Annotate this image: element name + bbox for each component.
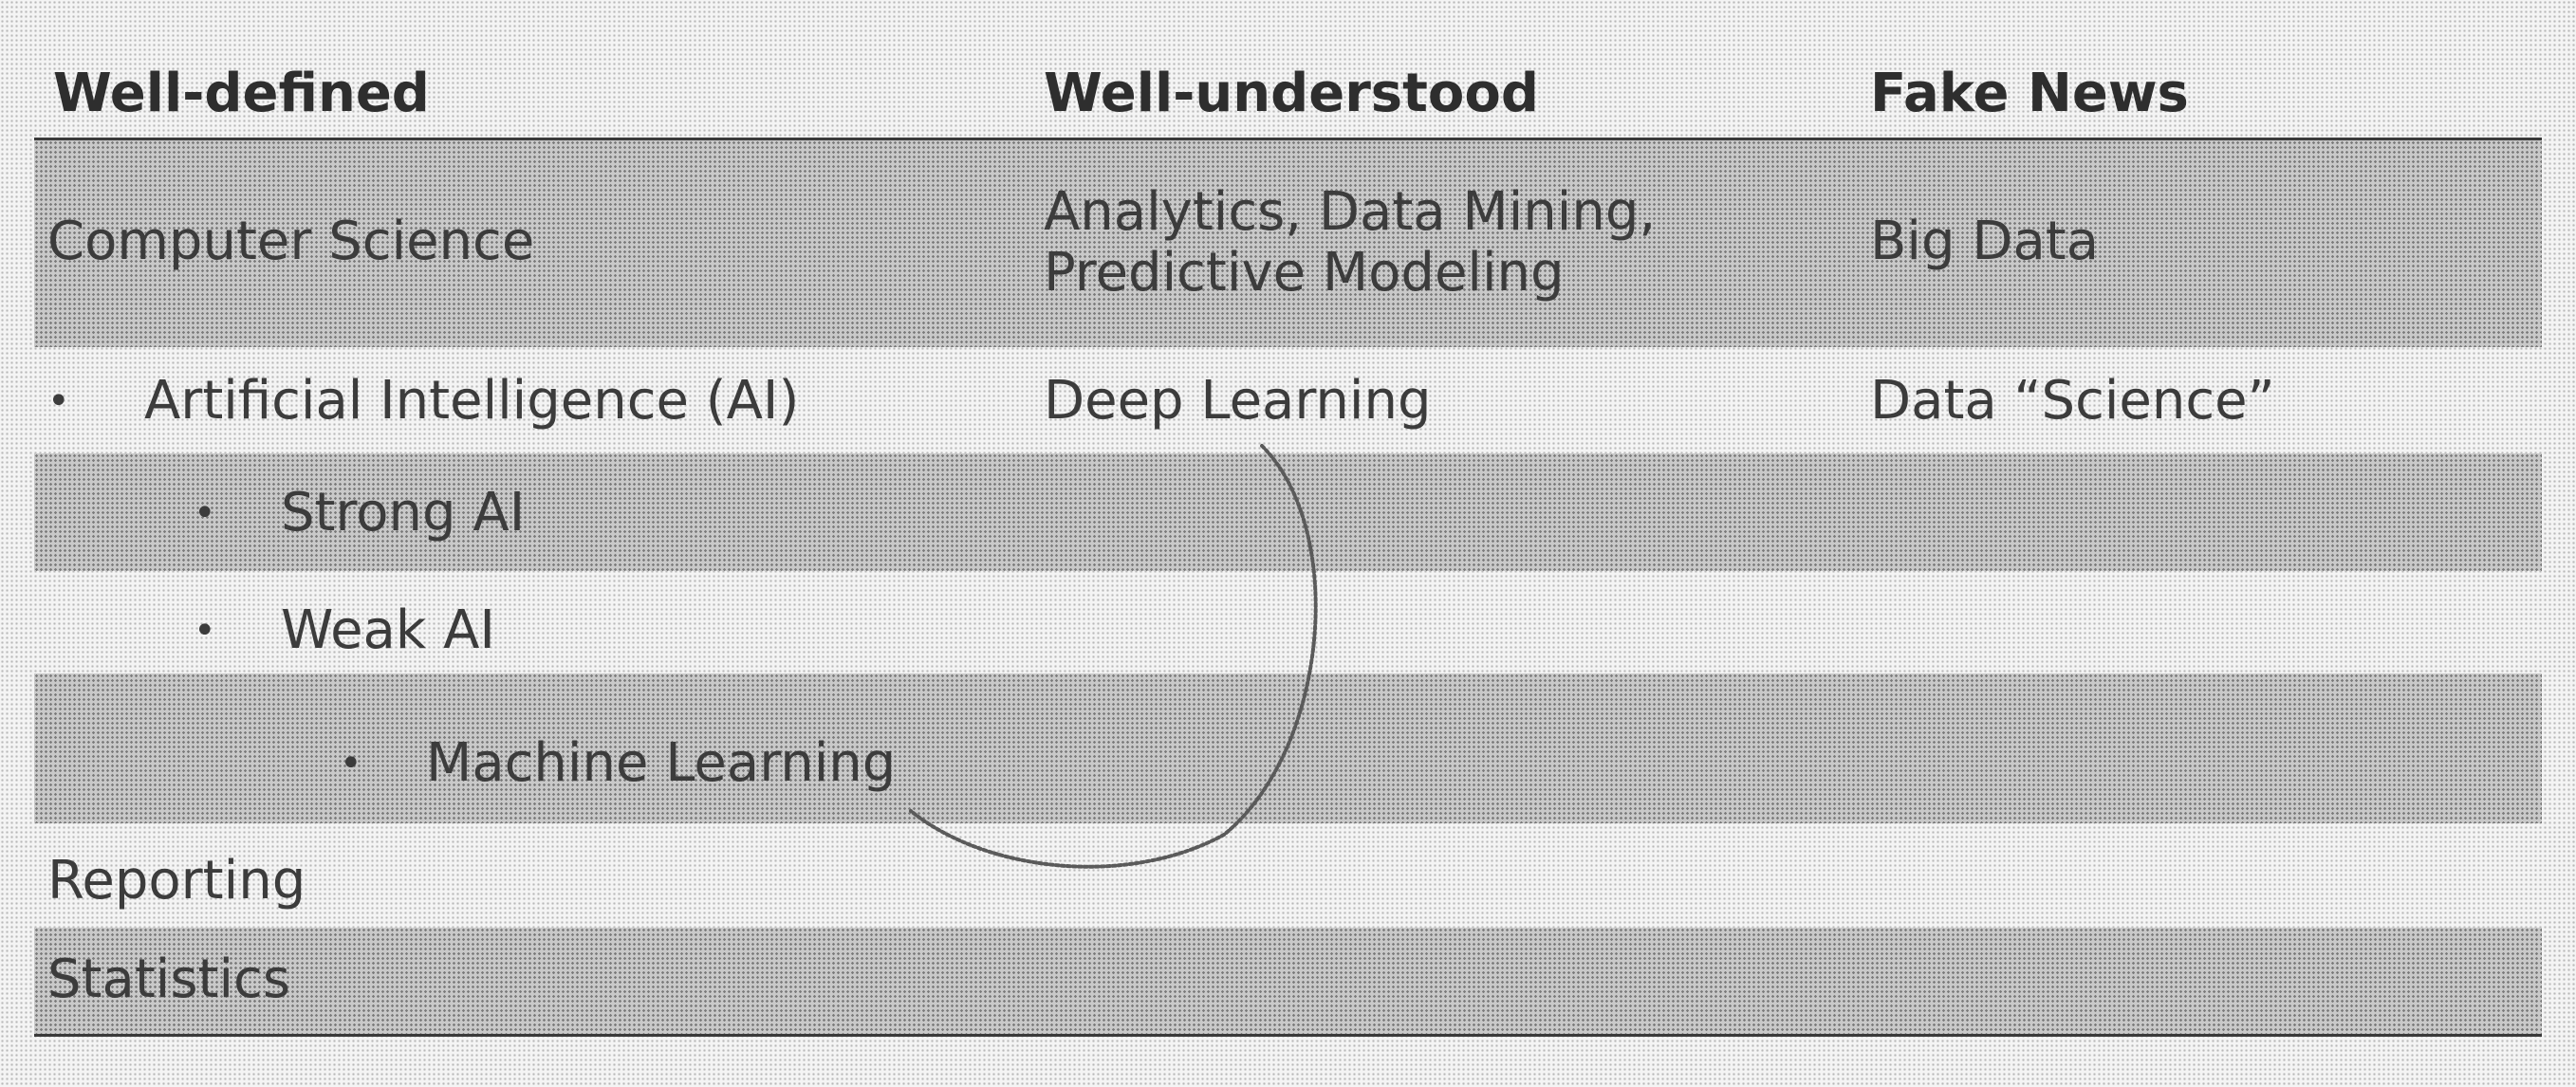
cell-big-data: Big Data bbox=[1870, 211, 2100, 272]
cell-data-science: Data “Science” bbox=[1870, 370, 2275, 432]
header-fake-news: Fake News bbox=[1870, 63, 2189, 124]
header-well-understood: Well-understood bbox=[1044, 63, 1539, 124]
cell-deep-learning: Deep Learning bbox=[1044, 370, 1432, 432]
cell-weak-ai: Weak AI bbox=[281, 599, 495, 661]
table-row: • Machine Learning bbox=[34, 673, 2542, 823]
bottom-rule bbox=[34, 1034, 2542, 1037]
table-row: • Weak AI bbox=[34, 571, 2542, 673]
cell-reporting: Reporting bbox=[47, 850, 306, 912]
cell-analytics: Analytics, Data Mining, Predictive Model… bbox=[1044, 182, 1656, 304]
table-row: Reporting bbox=[34, 823, 2542, 928]
cell-computer-science: Computer Science bbox=[47, 211, 535, 272]
bullet-level3: • bbox=[340, 742, 362, 785]
header-row: Well-defined Well-understood Fake News bbox=[34, 19, 2542, 140]
cell-statistics: Statistics bbox=[47, 949, 290, 1010]
table-row: • Artificial Intelligence (AI) Deep Lear… bbox=[34, 347, 2542, 453]
header-rule bbox=[34, 138, 2542, 140]
bullet-level2: • bbox=[194, 609, 216, 653]
header-well-defined: Well-defined bbox=[53, 63, 430, 124]
cell-strong-ai: Strong AI bbox=[281, 482, 526, 544]
cell-analytics-line2: Predictive Modeling bbox=[1044, 242, 1565, 304]
bullet-level2: • bbox=[194, 491, 216, 535]
table-row: Statistics bbox=[34, 928, 2542, 1034]
cell-machine-learning: Machine Learning bbox=[426, 732, 897, 794]
table-row: • Strong AI bbox=[34, 453, 2542, 571]
table-row: Computer Science Analytics, Data Mining,… bbox=[34, 140, 2542, 347]
terms-table: Well-defined Well-understood Fake News C… bbox=[34, 19, 2542, 1039]
cell-artificial-intelligence: Artificial Intelligence (AI) bbox=[144, 370, 800, 432]
bullet-level1: • bbox=[47, 379, 70, 423]
cell-analytics-line1: Analytics, Data Mining, bbox=[1044, 181, 1657, 243]
